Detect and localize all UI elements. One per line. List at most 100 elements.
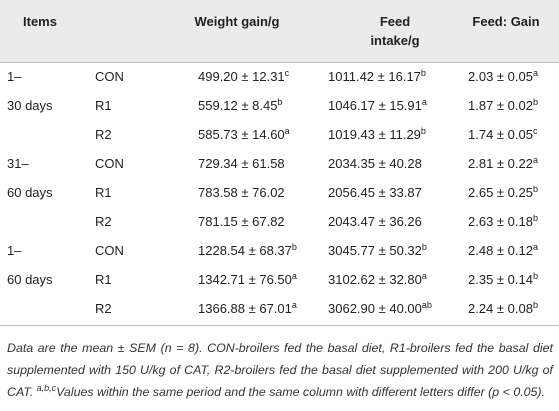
period-label: 30 days [7, 98, 53, 113]
cell-value: 3062.90 ± 40.00 [328, 301, 422, 316]
group-label: CON [95, 69, 124, 84]
cell-superscript: ab [421, 300, 432, 310]
period-label: 60 days [7, 272, 53, 287]
cell-value: 1011.42 ± 16.17 [328, 69, 421, 84]
group-label: R1 [95, 185, 112, 200]
cell-superscript: c [532, 126, 538, 136]
cell-superscript: a [532, 155, 538, 165]
table-cell: 1228.54 ± 68.37b [198, 242, 297, 259]
cell-value: 2.03 ± 0.05 [468, 69, 533, 84]
table-cell: 729.34 ± 61.58 [198, 156, 285, 171]
group-label: CON [95, 243, 124, 258]
cell-value: 1.87 ± 0.02 [468, 98, 533, 113]
column-header: Feed: Gain [472, 14, 540, 29]
cell-value: 1046.17 ± 15.91 [328, 98, 422, 113]
table-rule [0, 325, 559, 326]
table-cell: 1.74 ± 0.05c [468, 126, 538, 143]
cell-value: 2.24 ± 0.08 [468, 301, 533, 316]
period-label: 31– [7, 156, 29, 171]
group-label: R2 [95, 301, 112, 316]
table-cell: 1.87 ± 0.02b [468, 97, 538, 114]
cell-value: 2.65 ± 0.25 [468, 185, 533, 200]
table-cell: 1011.42 ± 16.17b [328, 68, 426, 85]
cell-value: 781.15 ± 67.82 [198, 214, 285, 229]
cell-value: 2034.35 ± 40.28 [328, 156, 422, 171]
table-cell: 1366.88 ± 67.01a [198, 300, 297, 317]
column-header: Feed intake/g [370, 12, 419, 50]
cell-superscript: a [421, 271, 427, 281]
cell-superscript: a [532, 242, 538, 252]
cell-superscript: b [277, 97, 283, 107]
cell-value: 3045.77 ± 50.32 [328, 243, 422, 258]
cell-value: 1228.54 ± 68.37 [198, 243, 292, 258]
cell-value: 559.12 ± 8.45 [198, 98, 278, 113]
cell-superscript: b [291, 242, 297, 252]
cell-superscript: a [421, 97, 427, 107]
cell-value: 2.35 ± 0.14 [468, 272, 533, 287]
cell-superscript: c [284, 68, 290, 78]
table-cell: 781.15 ± 67.82 [198, 214, 285, 229]
table-cell: 2043.47 ± 36.26 [328, 214, 422, 229]
footnote-text: Data are the mean ± SEM (n = 8). CON-bro… [7, 341, 553, 399]
group-label: R1 [95, 272, 112, 287]
table-cell: 3045.77 ± 50.32b [328, 242, 427, 259]
group-label: R1 [95, 98, 112, 113]
table-cell: 1019.43 ± 11.29b [328, 126, 426, 143]
footnote-text: Values within the same period and the sa… [56, 385, 546, 399]
cell-value: 1.74 ± 0.05 [468, 127, 533, 142]
table-cell: 499.20 ± 12.31c [198, 68, 290, 85]
cell-value: 2.81 ± 0.22 [468, 156, 533, 171]
column-header-line: intake/g [370, 33, 420, 48]
cell-value: 1342.71 ± 76.50 [198, 272, 292, 287]
cell-superscript: b [421, 242, 427, 252]
footnote-sup: a,b,c [36, 383, 57, 393]
cell-superscript: b [420, 126, 426, 136]
table-cell: 3062.90 ± 40.00ab [328, 300, 432, 317]
cell-superscript: a [284, 126, 290, 136]
column-header: Weight gain/g [194, 14, 280, 29]
column-header: Items [23, 14, 57, 29]
period-label: 1– [7, 69, 22, 84]
cell-superscript: a [532, 68, 538, 78]
cell-superscript: b [532, 271, 538, 281]
table-cell: 783.58 ± 76.02 [198, 185, 285, 200]
cell-superscript: b [532, 213, 538, 223]
footnote: Data are the mean ± SEM (n = 8). CON-bro… [7, 337, 553, 403]
cell-superscript: a [291, 300, 297, 310]
cell-value: 2056.45 ± 33.87 [328, 185, 422, 200]
table-cell: 2056.45 ± 33.87 [328, 185, 422, 200]
table-cell: 2.65 ± 0.25b [468, 184, 538, 201]
table-cell: 2034.35 ± 40.28 [328, 156, 422, 171]
table-cell: 2.63 ± 0.18b [468, 213, 538, 230]
cell-value: 2.48 ± 0.12 [468, 243, 533, 258]
cell-value: 3102.62 ± 32.80 [328, 272, 422, 287]
table-cell: 2.48 ± 0.12a [468, 242, 538, 259]
table-cell: 1342.71 ± 76.50a [198, 271, 297, 288]
group-label: R2 [95, 127, 112, 142]
cell-value: 2.63 ± 0.18 [468, 214, 533, 229]
group-label: R2 [95, 214, 112, 229]
header-band [0, 0, 559, 63]
table-cell: 2.24 ± 0.08b [468, 300, 538, 317]
period-label: 1– [7, 243, 22, 258]
table-cell: 2.35 ± 0.14b [468, 271, 538, 288]
table-cell: 585.73 ± 14.60a [198, 126, 290, 143]
cell-value: 729.34 ± 61.58 [198, 156, 285, 171]
cell-value: 1019.43 ± 11.29 [328, 127, 421, 142]
table-cell: 2.81 ± 0.22a [468, 155, 538, 172]
cell-superscript: b [532, 300, 538, 310]
cell-superscript: b [532, 97, 538, 107]
group-label: CON [95, 156, 124, 171]
table-cell: 3102.62 ± 32.80a [328, 271, 427, 288]
cell-superscript: b [532, 184, 538, 194]
cell-superscript: a [291, 271, 297, 281]
column-header-line: Feed [379, 14, 411, 29]
table-cell: 559.12 ± 8.45b [198, 97, 283, 114]
period-label: 60 days [7, 185, 53, 200]
cell-value: 1366.88 ± 67.01 [198, 301, 292, 316]
cell-value: 585.73 ± 14.60 [198, 127, 285, 142]
cell-superscript: b [420, 68, 426, 78]
cell-value: 499.20 ± 12.31 [198, 69, 285, 84]
table-cell: 2.03 ± 0.05a [468, 68, 538, 85]
